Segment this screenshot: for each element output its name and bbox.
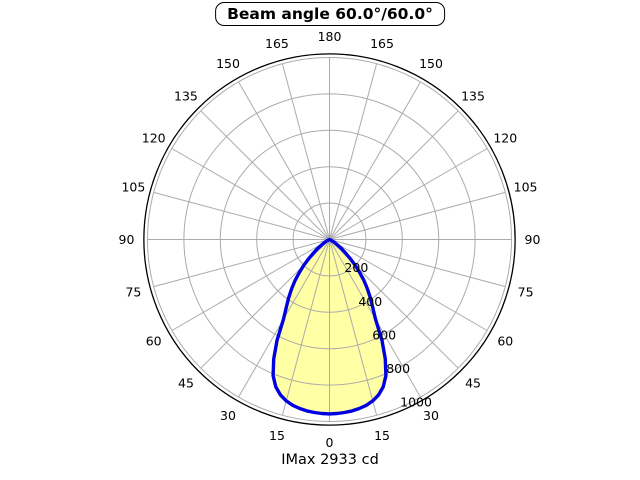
- angle-tick-label-60-left: 60: [146, 334, 162, 349]
- angle-tick-label-105-left: 105: [121, 179, 145, 194]
- angle-tick-label-15-right: 15: [374, 428, 390, 443]
- grid-ray-60: [329, 239, 488, 331]
- grid-ray-285: [153, 239, 330, 288]
- angle-tick-label-0: 0: [326, 435, 334, 450]
- angle-tick-label-90-right: 90: [525, 232, 541, 247]
- grid-ray-255: [153, 191, 330, 240]
- angle-tick-label-75-left: 75: [125, 285, 141, 300]
- grid-ray-165: [329, 63, 378, 240]
- radial-tick-label-600: 600: [372, 327, 396, 342]
- radial-tick-label-200: 200: [344, 260, 368, 275]
- intensity-curve: [271, 237, 388, 416]
- radial-tick-label-1000: 1000: [400, 395, 432, 410]
- angle-tick-label-180: 180: [318, 29, 342, 44]
- grid-ray-75: [329, 239, 506, 288]
- angle-tick-label-45-left: 45: [178, 376, 194, 391]
- radial-tick-label-800: 800: [386, 361, 410, 376]
- outer-boundary-circle: [143, 53, 516, 426]
- angle-tick-label-165-left: 165: [265, 36, 289, 51]
- angle-tick-label-165-right: 165: [370, 36, 394, 51]
- grid-ray-300: [171, 239, 330, 331]
- grid-ray-105: [329, 191, 506, 240]
- angle-tick-label-75-right: 75: [518, 285, 534, 300]
- angle-tick-label-135-left: 135: [174, 88, 198, 103]
- angle-tick-label-120-left: 120: [142, 131, 166, 146]
- angle-tick-label-30-right: 30: [423, 408, 439, 423]
- radial-tick-label-400: 400: [358, 294, 382, 309]
- angle-tick-label-120-right: 120: [493, 131, 517, 146]
- angle-tick-label-150-left: 150: [216, 56, 240, 71]
- angle-tick-label-15-left: 15: [269, 428, 285, 443]
- angle-tick-label-45-right: 45: [465, 376, 481, 391]
- angle-tick-label-60-right: 60: [497, 334, 513, 349]
- chart-title-box: Beam angle 60.0°/60.0°: [215, 2, 445, 26]
- angle-tick-label-90-left: 90: [119, 232, 135, 247]
- grid-ray-195: [281, 63, 330, 240]
- angle-tick-label-30-left: 30: [220, 408, 236, 423]
- grid-ray-225: [200, 110, 330, 240]
- imax-label: IMax 2933 cd: [281, 452, 379, 468]
- grid-ray-150: [329, 81, 421, 240]
- grid-ray-240: [171, 148, 330, 240]
- angle-tick-label-105-right: 105: [514, 179, 538, 194]
- grid-ray-15: [329, 239, 378, 416]
- grid-ray-345: [281, 239, 330, 416]
- chart-title: Beam angle 60.0°/60.0°: [227, 5, 433, 23]
- angle-tick-label-135-right: 135: [461, 88, 485, 103]
- angle-tick-label-150-right: 150: [419, 56, 443, 71]
- grid-ray-135: [329, 110, 459, 240]
- grid-ray-120: [329, 148, 488, 240]
- grid-ray-210: [238, 81, 330, 240]
